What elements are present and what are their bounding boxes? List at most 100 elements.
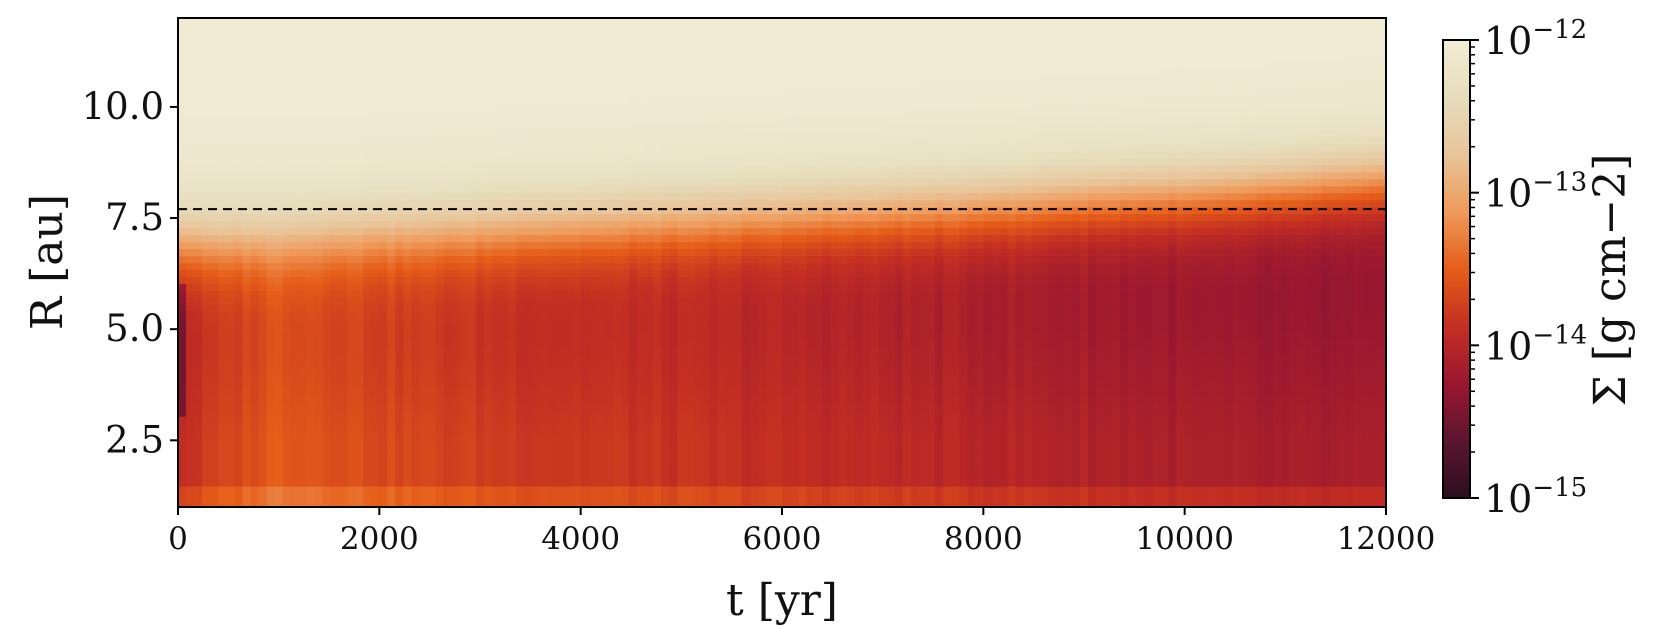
heatmap-cell	[492, 136, 501, 145]
heatmap-cell	[637, 276, 646, 285]
heatmap-cell	[508, 423, 517, 431]
heatmap-cell	[645, 444, 654, 452]
heatmap-cell	[620, 276, 630, 285]
heatmap-cell	[556, 59, 566, 68]
heatmap-cell	[234, 465, 244, 473]
heatmap-cell	[572, 374, 582, 382]
heatmap-cell	[298, 269, 308, 278]
heatmap-cell	[427, 276, 437, 285]
heatmap-cell	[443, 87, 453, 96]
heatmap-cell	[596, 206, 606, 215]
heatmap-cell	[588, 73, 598, 82]
heatmap-cell	[322, 367, 332, 375]
heatmap-cell	[194, 283, 203, 292]
heatmap-cell	[484, 360, 493, 368]
heatmap-cell	[459, 45, 469, 54]
heatmap-cell	[371, 297, 380, 306]
heatmap-cell	[443, 101, 453, 110]
heatmap-cell	[443, 409, 453, 417]
heatmap-cell	[500, 381, 509, 389]
heatmap-cell	[218, 304, 227, 312]
heatmap-cell	[347, 66, 356, 75]
heatmap-cell	[298, 157, 308, 166]
heatmap-cell	[516, 430, 525, 438]
heatmap-cell	[395, 444, 405, 452]
heatmap-cell	[749, 360, 759, 368]
heatmap-cell	[661, 227, 670, 236]
heatmap-cell	[371, 192, 380, 201]
heatmap-cell	[532, 430, 541, 438]
heatmap-cell	[701, 395, 711, 403]
heatmap-cell	[379, 234, 388, 243]
heatmap-cell	[580, 276, 590, 285]
heatmap-cell	[226, 458, 235, 466]
heatmap-cell	[443, 269, 453, 278]
heatmap-cell	[484, 129, 493, 138]
heatmap-cell	[653, 304, 662, 312]
heatmap-cell	[435, 311, 445, 319]
heatmap-cell	[596, 465, 606, 473]
heatmap-cell	[516, 206, 525, 215]
heatmap-cell	[210, 213, 219, 222]
heatmap-cell	[540, 381, 550, 389]
heatmap-cell	[475, 451, 485, 459]
heatmap-cell	[741, 150, 751, 159]
heatmap-cell	[347, 150, 356, 159]
heatmap-cell	[484, 206, 493, 215]
heatmap-cell	[516, 479, 525, 487]
heatmap-cell	[556, 213, 566, 222]
heatmap-cell	[725, 220, 735, 229]
heatmap-cell	[403, 248, 413, 257]
heatmap-cell	[628, 388, 638, 396]
heatmap-cell	[242, 451, 252, 459]
heatmap-cell	[451, 479, 461, 487]
heatmap-cell	[347, 31, 356, 40]
heatmap-cell	[290, 178, 300, 187]
heatmap-cell	[274, 374, 284, 382]
heatmap-cell	[451, 31, 461, 40]
heatmap-cell	[459, 360, 469, 368]
heatmap-cell	[363, 318, 372, 326]
heatmap-cell	[427, 493, 437, 501]
heatmap-cell	[685, 479, 695, 487]
heatmap-cell	[226, 31, 235, 40]
heatmap-cell	[572, 87, 582, 96]
heatmap-cell	[274, 73, 284, 82]
heatmap-cell	[210, 283, 219, 292]
heatmap-cell	[661, 486, 670, 494]
heatmap-cell	[604, 157, 614, 166]
heatmap-cell	[451, 206, 461, 215]
heatmap-cell	[637, 73, 646, 82]
heatmap-cell	[226, 18, 235, 26]
heatmap-cell	[347, 220, 356, 229]
heatmap-cell	[556, 241, 566, 250]
heatmap-cell	[604, 283, 614, 292]
heatmap-cell	[290, 374, 300, 382]
heatmap-cell	[475, 318, 485, 326]
heatmap-cell	[234, 409, 244, 417]
heatmap-cell	[492, 339, 501, 347]
heatmap-cell	[685, 80, 695, 89]
heatmap-cell	[532, 255, 541, 264]
heatmap-cell	[637, 31, 646, 40]
heatmap-cell	[685, 143, 695, 152]
heatmap-cell	[331, 66, 340, 75]
heatmap-cell	[612, 66, 622, 75]
heatmap-cell	[282, 465, 292, 473]
heatmap-cell	[475, 157, 485, 166]
heatmap-cell	[572, 437, 582, 445]
heatmap-cell	[725, 122, 735, 131]
heatmap-cell	[604, 465, 614, 473]
heatmap-cell	[733, 101, 743, 110]
heatmap-cell	[540, 402, 550, 410]
heatmap-cell	[234, 486, 244, 494]
heatmap-cell	[532, 346, 541, 354]
heatmap-cell	[637, 367, 646, 375]
heatmap-cell	[548, 248, 558, 257]
heatmap-cell	[274, 381, 284, 389]
heatmap-cell	[604, 164, 614, 173]
heatmap-cell	[234, 136, 244, 145]
heatmap-cell	[355, 38, 364, 47]
heatmap-cell	[564, 80, 574, 89]
heatmap-cell	[532, 388, 541, 396]
